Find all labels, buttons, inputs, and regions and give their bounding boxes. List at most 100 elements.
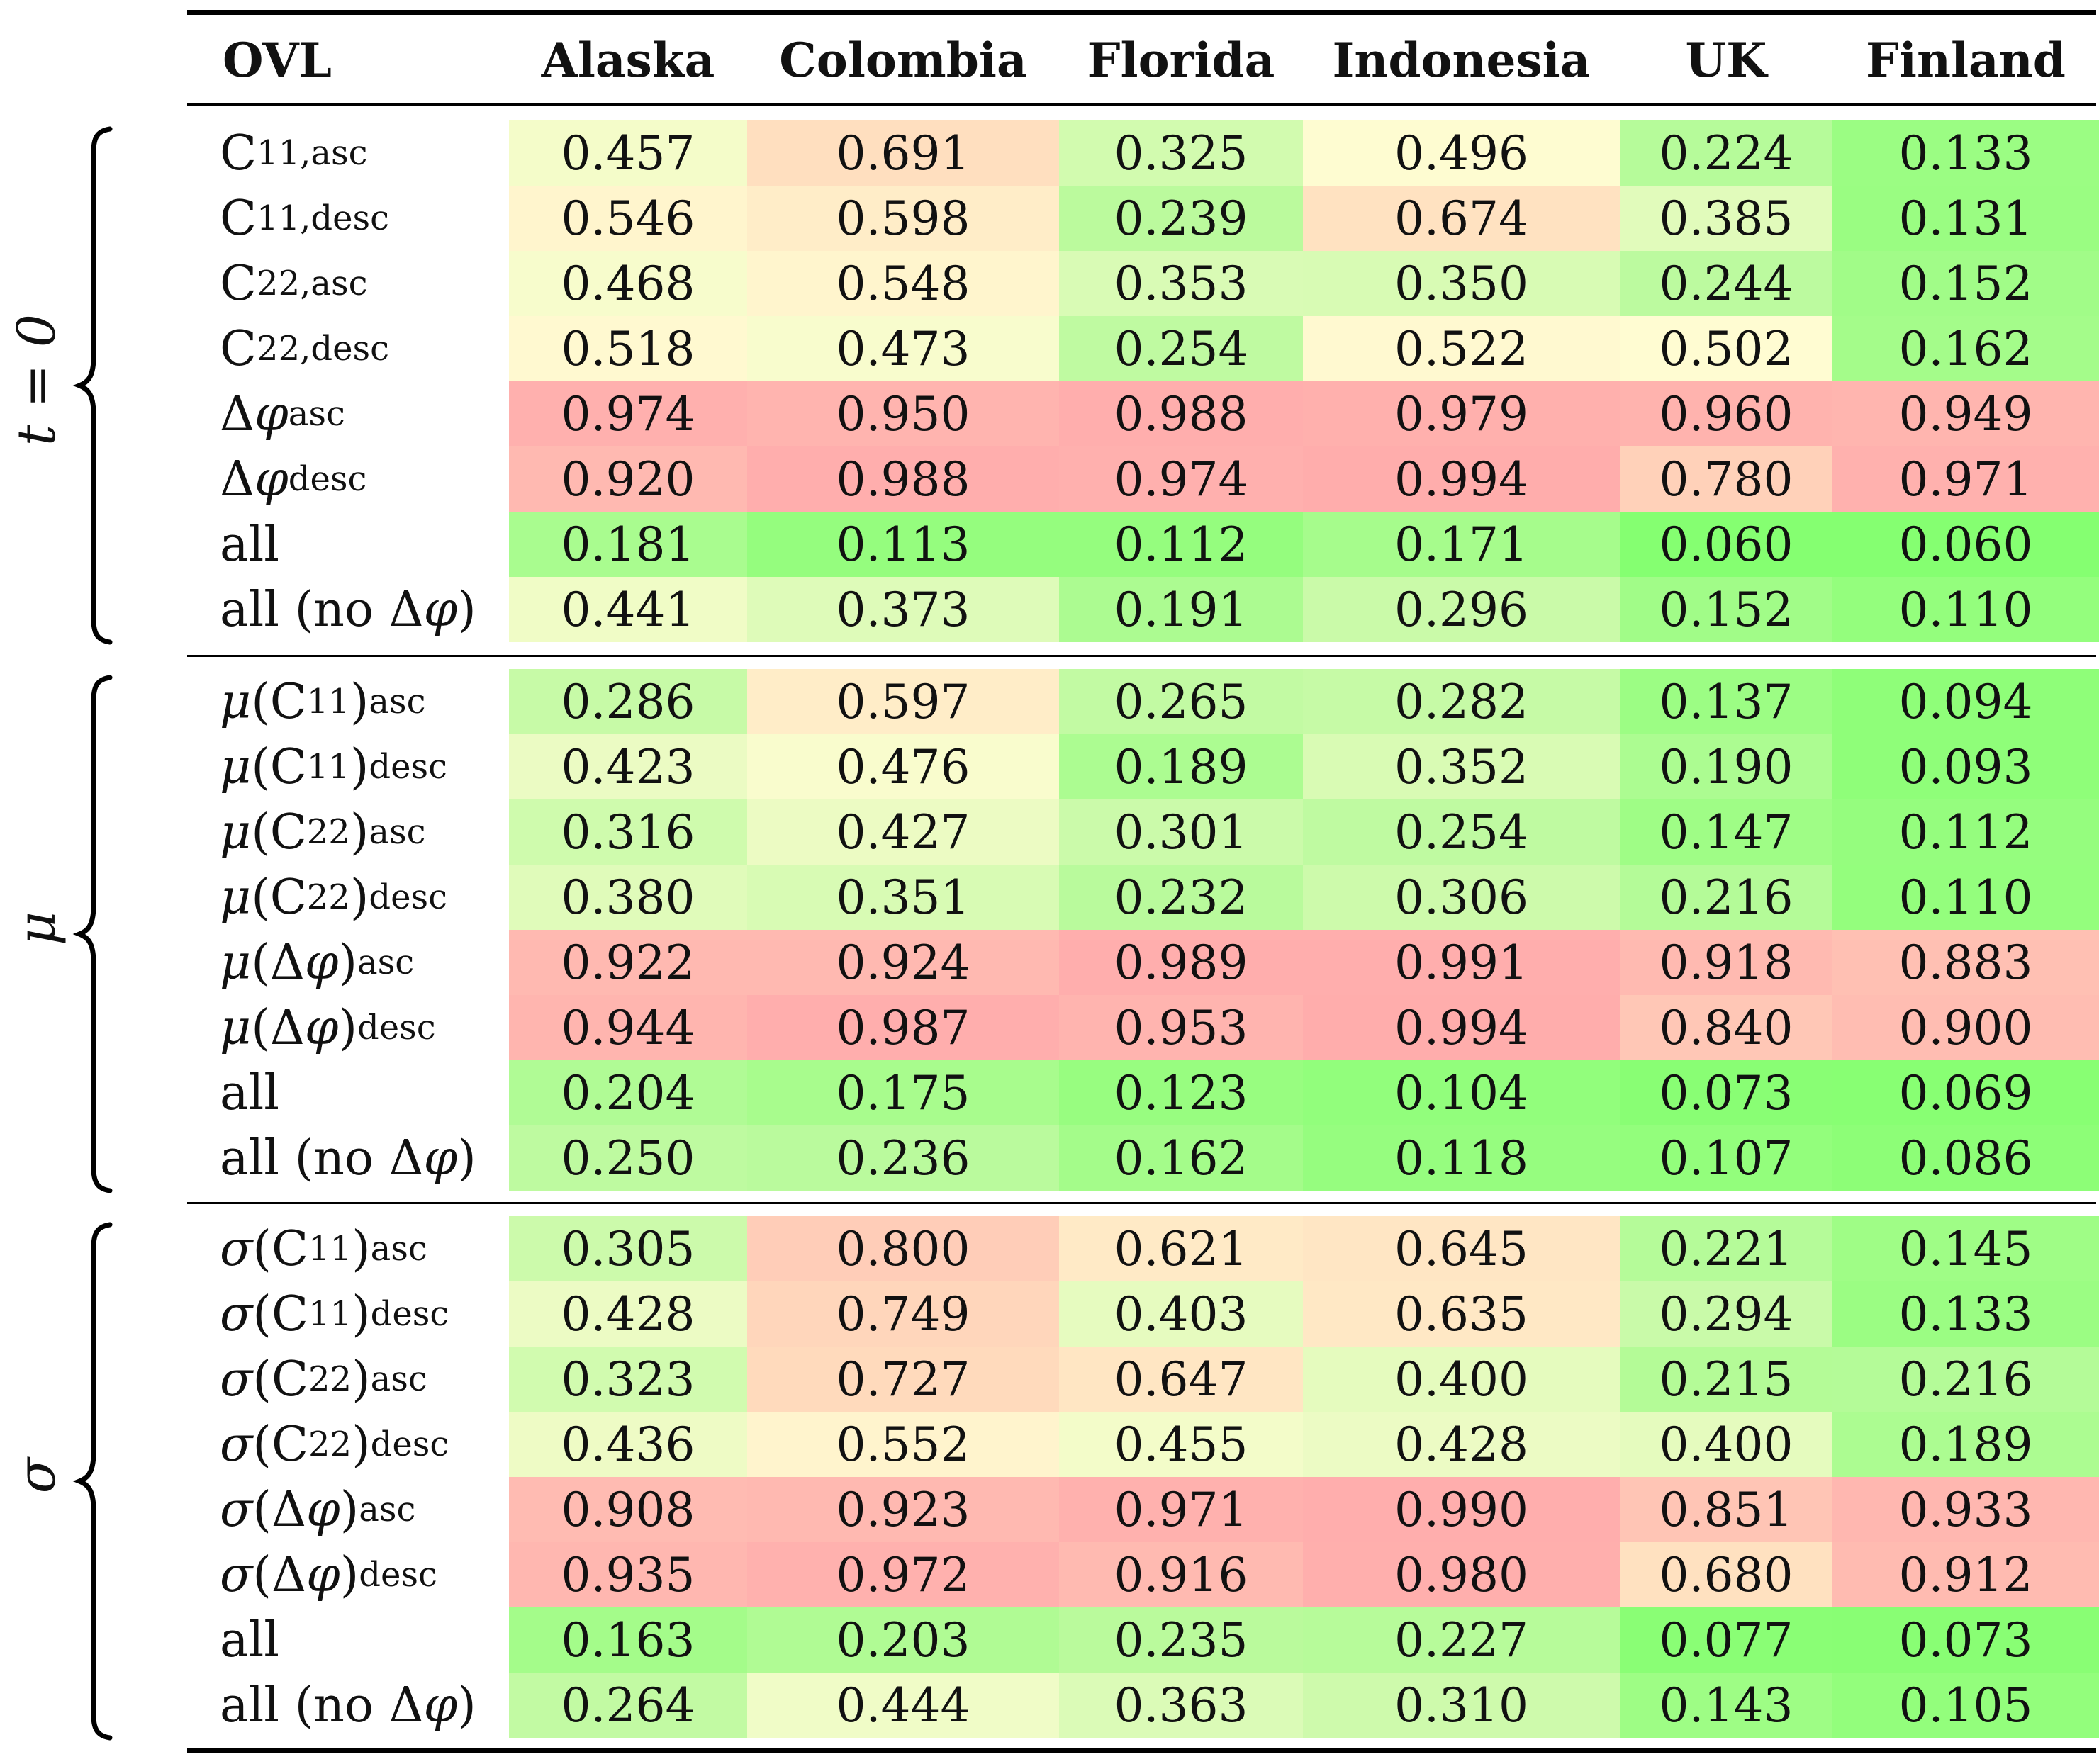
row-label: C 22,asc: [220, 255, 368, 312]
column-header: Colombia: [779, 33, 1027, 88]
table-cell: 0.851: [1620, 1477, 1832, 1542]
table-cell: 0.254: [1059, 316, 1303, 381]
table-cell: 0.294: [1620, 1281, 1832, 1347]
table-cell: 0.400: [1620, 1412, 1832, 1477]
table-cell: 0.749: [747, 1281, 1059, 1347]
table-cell: 0.191: [1059, 577, 1303, 642]
table-cell: 0.674: [1303, 186, 1620, 251]
group-label: σ: [6, 1457, 67, 1494]
table-cell: 0.113: [747, 512, 1059, 577]
table-cell: 0.060: [1620, 512, 1832, 577]
row-label: σ (C 11) asc: [220, 1220, 427, 1277]
group-brace: [72, 675, 113, 1193]
row-label: C 11,desc: [220, 190, 390, 247]
table-cell: 0.598: [747, 186, 1059, 251]
table-cell: 0.949: [1832, 381, 2099, 446]
table-cell: 0.645: [1303, 1216, 1620, 1281]
table-cell: 0.175: [747, 1060, 1059, 1125]
table-cell: 0.093: [1832, 734, 2099, 799]
table-cell: 0.935: [509, 1542, 747, 1607]
table-cell: 0.912: [1832, 1542, 2099, 1607]
table-cell: 0.428: [509, 1281, 747, 1347]
table-cell: 0.991: [1303, 930, 1620, 995]
table-cell: 0.933: [1832, 1477, 2099, 1542]
table-cell: 0.143: [1620, 1673, 1832, 1738]
row-label: μ (Δ φ) desc: [220, 999, 436, 1056]
table-cell: 0.147: [1620, 799, 1832, 865]
row-label: all: [220, 516, 280, 573]
table-cell: 0.301: [1059, 799, 1303, 865]
row-label: σ (C 22) desc: [220, 1416, 449, 1473]
table-cell: 0.979: [1303, 381, 1620, 446]
table-cell: 0.908: [509, 1477, 747, 1542]
table-cell: 0.403: [1059, 1281, 1303, 1347]
table-cell: 0.316: [509, 799, 747, 865]
table-cell: 0.181: [509, 512, 747, 577]
table-cell: 0.971: [1832, 446, 2099, 512]
table-cell: 0.123: [1059, 1060, 1303, 1125]
group-label: t = 0: [6, 314, 67, 446]
table-cell: 0.133: [1832, 120, 2099, 186]
table-cell: 0.552: [747, 1412, 1059, 1477]
table-cell: 0.989: [1059, 930, 1303, 995]
table-cell: 0.282: [1303, 669, 1620, 734]
table-cell: 0.236: [747, 1125, 1059, 1191]
table-cell: 0.476: [747, 734, 1059, 799]
column-header: Indonesia: [1332, 33, 1591, 88]
table-cell: 0.305: [509, 1216, 747, 1281]
group-brace: [72, 1222, 113, 1741]
table-rule: [187, 103, 2096, 106]
table-cell: 0.265: [1059, 669, 1303, 734]
table-rule: [187, 10, 2096, 15]
table-cell: 0.239: [1059, 186, 1303, 251]
table-cell: 0.373: [747, 577, 1059, 642]
table-cell: 0.441: [509, 577, 747, 642]
row-label: σ (C 11) desc: [220, 1286, 449, 1342]
table-cell: 0.385: [1620, 186, 1832, 251]
table-cell: 0.137: [1620, 669, 1832, 734]
row-label: σ (C 22) asc: [220, 1351, 427, 1408]
header-ovl: OVL: [223, 33, 332, 88]
table-cell: 0.145: [1832, 1216, 2099, 1281]
table-cell: 0.990: [1303, 1477, 1620, 1542]
table-cell: 0.107: [1620, 1125, 1832, 1191]
table-cell: 0.428: [1303, 1412, 1620, 1477]
table-cell: 0.296: [1303, 577, 1620, 642]
row-label: μ (C 22) desc: [220, 869, 448, 926]
table-cell: 0.094: [1832, 669, 2099, 734]
table-cell: 0.171: [1303, 512, 1620, 577]
table-cell: 0.190: [1620, 734, 1832, 799]
table-cell: 0.980: [1303, 1542, 1620, 1607]
table-cell: 0.444: [747, 1673, 1059, 1738]
row-label: μ (C 11) asc: [220, 673, 426, 730]
table-cell: 0.800: [747, 1216, 1059, 1281]
table-cell: 0.162: [1832, 316, 2099, 381]
table-cell: 0.502: [1620, 316, 1832, 381]
table-cell: 0.112: [1059, 512, 1303, 577]
table-cell: 0.455: [1059, 1412, 1303, 1477]
table-cell: 0.351: [747, 865, 1059, 930]
table-cell: 0.235: [1059, 1607, 1303, 1673]
table-cell: 0.162: [1059, 1125, 1303, 1191]
table-cell: 0.077: [1620, 1607, 1832, 1673]
table-cell: 0.133: [1832, 1281, 2099, 1347]
table-cell: 0.152: [1620, 577, 1832, 642]
table-cell: 0.069: [1832, 1060, 2099, 1125]
table-cell: 0.163: [509, 1607, 747, 1673]
table-cell: 0.597: [747, 669, 1059, 734]
table-cell: 0.924: [747, 930, 1059, 995]
table-cell: 0.840: [1620, 995, 1832, 1060]
table-cell: 0.922: [509, 930, 747, 995]
table-rule: [187, 1748, 2096, 1753]
table-cell: 0.621: [1059, 1216, 1303, 1281]
table-cell: 0.310: [1303, 1673, 1620, 1738]
table-cell: 0.916: [1059, 1542, 1303, 1607]
table-cell: 0.994: [1303, 446, 1620, 512]
table-cell: 0.950: [747, 381, 1059, 446]
table-cell: 0.427: [747, 799, 1059, 865]
table-cell: 0.224: [1620, 120, 1832, 186]
row-label: μ (Δ φ) asc: [220, 934, 415, 991]
